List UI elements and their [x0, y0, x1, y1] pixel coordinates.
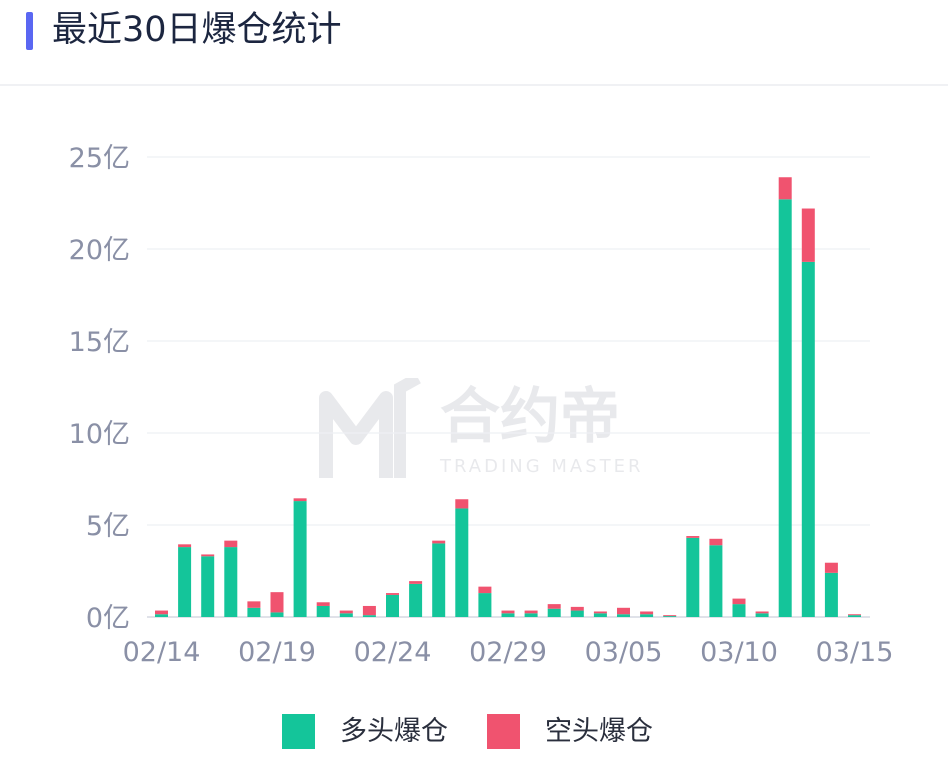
bar-long-02/20	[293, 501, 307, 617]
bar-short-02/23	[362, 605, 376, 616]
bar-long-03/13	[801, 261, 815, 617]
bar-short-02/19	[270, 592, 284, 613]
bar-long-02/16	[201, 556, 215, 617]
bar-short-03/06	[640, 611, 654, 615]
bar-short-03/08	[686, 536, 700, 538]
liquidation-bar-chart: 0亿 5亿 10亿 15亿 20亿 25亿 02/14 02/19 02/24 02/29 03/0…	[69, 143, 894, 668]
y-tick-label: 20亿	[69, 235, 130, 266]
watermark: 合约帝 TRADING MASTER	[318, 378, 641, 488]
legend-label-long: 多头爆仓	[340, 716, 448, 747]
bar-long-02/14	[155, 614, 168, 617]
header: 最近30日爆仓统计	[0, 0, 948, 86]
y-tick-label: 25亿	[69, 143, 130, 174]
x-tick-label: 02/19	[238, 637, 316, 668]
bar-long-03/04	[593, 613, 607, 617]
x-tick-label: 03/10	[700, 637, 778, 668]
bar-short-03/10	[732, 598, 746, 605]
bar-short-02/21	[316, 602, 330, 606]
x-tick-label: 02/29	[469, 637, 547, 668]
bar-long-03/02	[547, 608, 561, 617]
bar-long-02/24	[386, 594, 399, 617]
bar-long-02/21	[316, 605, 330, 617]
x-tick-label: 03/15	[816, 637, 894, 668]
bar-short-03/12	[778, 177, 792, 200]
bar-long-03/05	[617, 614, 630, 617]
bar-short-03/09	[709, 538, 723, 546]
y-tick-label: 0亿	[86, 603, 130, 634]
x-tick-label: 02/24	[354, 637, 432, 668]
bar-short-02/15	[178, 544, 192, 548]
bar-short-03/14	[824, 562, 838, 573]
bar-short-03/11	[755, 611, 769, 614]
bar-long-02/29	[501, 613, 515, 617]
y-tick-label: 15亿	[69, 327, 130, 358]
bar-long-03/03	[570, 610, 584, 617]
bar-short-02/22	[339, 610, 353, 614]
bar-short-02/18	[247, 601, 261, 608]
bar-long-03/15	[848, 615, 861, 617]
page-title: 最近30日爆仓统计	[52, 10, 342, 50]
bar-long-03/08	[686, 537, 700, 617]
bar-long-03/11	[755, 613, 769, 617]
watermark-subtitle: TRADING MASTER	[440, 456, 644, 477]
bar-long-02/22	[339, 613, 353, 617]
bar-short-02/27	[455, 499, 469, 509]
bar-long-03/14	[824, 572, 838, 617]
bar-short-03/04	[593, 611, 607, 614]
bar-long-02/17	[224, 547, 238, 617]
legend-swatch-long	[282, 714, 315, 749]
bar-long-02/19	[270, 612, 284, 617]
chart-legend: 多头爆仓 空头爆仓	[0, 712, 948, 756]
bar-long-02/23	[362, 615, 376, 617]
bar-short-02/14	[155, 610, 168, 615]
title-accent-bar	[26, 12, 33, 50]
bar-short-02/26	[432, 540, 446, 544]
bar-long-02/27	[455, 508, 469, 617]
bar-long-03/09	[709, 545, 723, 617]
bar-long-03/01	[524, 613, 538, 617]
y-tick-label: 10亿	[69, 419, 130, 450]
bar-short-03/03	[570, 606, 584, 611]
watermark-name: 合约帝	[440, 382, 620, 452]
bar-short-02/17	[224, 540, 238, 548]
bar-short-02/29	[501, 610, 515, 614]
legend-label-short: 空头爆仓	[545, 716, 653, 747]
bar-short-03/02	[547, 604, 561, 609]
bar-short-02/25	[409, 581, 423, 584]
bar-short-02/24	[386, 593, 399, 595]
bar-long-02/25	[409, 583, 423, 617]
bar-short-03/01	[524, 610, 538, 614]
x-tick-label: 02/14	[123, 637, 201, 668]
bar-long-03/06	[640, 614, 654, 617]
y-tick-label: 5亿	[86, 511, 130, 542]
bar-long-03/07	[663, 616, 677, 617]
bar-short-03/13	[801, 208, 815, 262]
bar-short-03/07	[663, 615, 677, 617]
bar-short-03/15	[848, 614, 861, 616]
watermark-logo-icon	[319, 378, 421, 478]
bar-long-02/18	[247, 607, 261, 617]
bar-short-02/16	[201, 554, 215, 557]
bar-long-03/10	[732, 604, 746, 617]
bar-long-02/15	[178, 547, 192, 617]
bar-long-03/12	[778, 199, 792, 617]
bar-long-02/26	[432, 543, 446, 617]
x-tick-label: 03/05	[585, 637, 663, 668]
bar-short-03/05	[617, 607, 630, 615]
bar-short-02/20	[293, 498, 307, 502]
legend-swatch-short	[487, 714, 520, 749]
bar-long-02/28	[478, 593, 492, 617]
bar-short-02/28	[478, 586, 492, 594]
